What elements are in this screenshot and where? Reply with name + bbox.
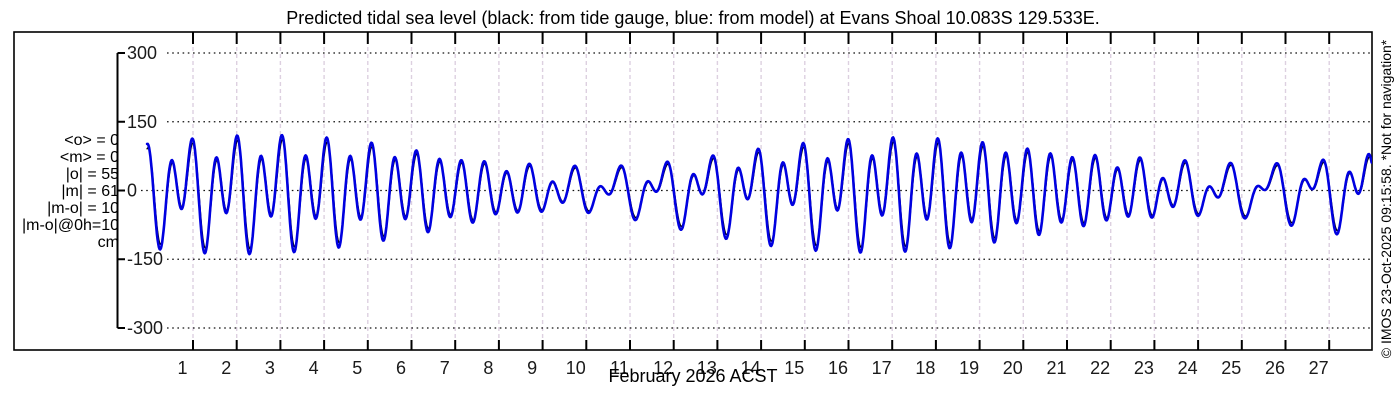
y-axis	[116, 52, 125, 329]
svg-text:300: 300	[127, 43, 157, 63]
svg-text:27: 27	[1309, 358, 1329, 378]
svg-text:15: 15	[784, 358, 804, 378]
svg-text:13: 13	[697, 358, 717, 378]
svg-text:18: 18	[915, 358, 935, 378]
svg-text:9: 9	[527, 358, 537, 378]
x-axis-tick-labels: 1 2 3 4 5 6 7 8 9 10 11 12 13 14 15 16 17 18 19 20 21 22 23 24 2…	[177, 358, 1328, 378]
svg-text:6: 6	[396, 358, 406, 378]
svg-text:25: 25	[1221, 358, 1241, 378]
svg-text:0: 0	[127, 181, 137, 201]
x-axis-ticks	[192, 32, 1331, 350]
svg-text:10: 10	[566, 358, 586, 378]
svg-text:14: 14	[741, 358, 761, 378]
plot-frame	[13, 31, 1373, 351]
svg-text:5: 5	[352, 358, 362, 378]
svg-text:3: 3	[265, 358, 275, 378]
horizontal-gridlines	[141, 52, 1371, 329]
stat-line: cm	[97, 234, 119, 251]
svg-text:-300: -300	[127, 318, 163, 338]
model-line	[145, 133, 1372, 256]
svg-text:24: 24	[1178, 358, 1198, 378]
svg-text:17: 17	[872, 358, 892, 378]
watermark-credit: © IMOS 23-Oct-2025 09:15:58. *Not for na…	[1378, 39, 1394, 359]
svg-text:21: 21	[1046, 358, 1066, 378]
svg-text:4: 4	[309, 358, 319, 378]
stat-line: |o| = 55	[65, 166, 119, 183]
svg-text:22: 22	[1090, 358, 1110, 378]
stat-line: <m> = 0	[59, 149, 119, 166]
stat-line: |m-o|@0h=10	[21, 217, 119, 234]
svg-text:16: 16	[828, 358, 848, 378]
svg-text:7: 7	[440, 358, 450, 378]
stat-line: <o> = 0	[64, 132, 119, 149]
svg-text:-150: -150	[127, 249, 163, 269]
svg-text:2: 2	[221, 358, 231, 378]
svg-text:19: 19	[959, 358, 979, 378]
svg-text:23: 23	[1134, 358, 1154, 378]
svg-text:26: 26	[1265, 358, 1285, 378]
svg-text:12: 12	[653, 358, 673, 378]
chart-title: Predicted tidal sea level (black: from t…	[286, 8, 1100, 28]
stat-line: |m-o| = 10	[47, 200, 119, 217]
y-axis-tick-labels: 300 150 0 -150 -300	[127, 43, 163, 338]
stats-annotation: <o> = 0 <m> = 0 |o| = 55 |m| = 61 |m-o| = 10…	[0, 132, 119, 251]
svg-text:1: 1	[177, 358, 187, 378]
svg-text:150: 150	[127, 112, 157, 132]
svg-text:11: 11	[610, 358, 629, 378]
svg-text:8: 8	[483, 358, 493, 378]
stat-line: |m| = 61	[61, 183, 119, 200]
x-axis-label: February 2026 ACST	[608, 366, 778, 386]
svg-text:20: 20	[1003, 358, 1023, 378]
